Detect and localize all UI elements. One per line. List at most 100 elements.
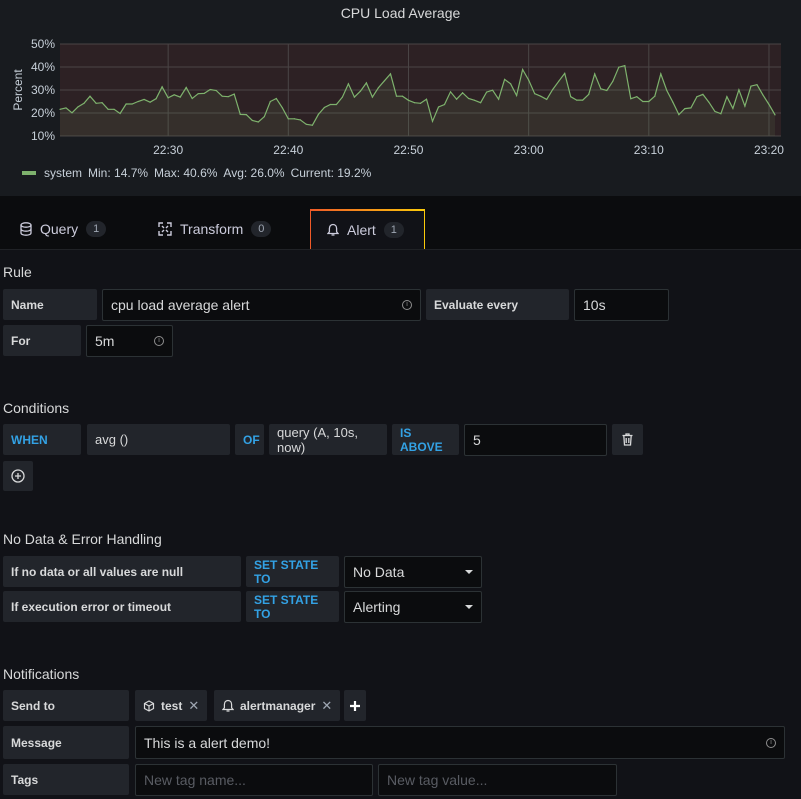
tab-count-badge: 0 [251,221,272,237]
legend-series-name[interactable]: system [44,166,83,180]
x-tick-label: 22:30 [153,143,183,157]
exec-error-label: If execution error or timeout [3,591,241,622]
data-point [726,96,728,98]
info-icon[interactable]: i [154,336,164,346]
data-point [485,91,488,93]
remove-icon[interactable]: ✕ [188,697,200,713]
legend-max: Max: 40.6% [154,166,218,180]
data-point [131,103,133,105]
rule-name-input[interactable]: cpu load average alert i [102,289,421,321]
y-tick-label: 10% [31,129,55,143]
data-point [732,107,734,109]
y-axis-label: Percent [11,69,25,111]
bell-icon [327,223,339,236]
notifications-heading: Notifications [3,666,80,682]
data-point [197,93,199,95]
legend-avg: Avg: 26.0% [223,166,285,180]
data-point [287,118,289,120]
data-point [149,101,151,103]
data-point [233,93,235,95]
no-data-label: If no data or all values are null [3,556,241,587]
caret-down-icon [465,605,473,609]
info-icon[interactable]: i [402,300,412,310]
delete-condition-button[interactable] [612,424,643,455]
channel-chip-alertmanager[interactable]: alertmanager ✕ [214,690,341,721]
data-point [576,99,578,101]
for-input[interactable]: 5m i [86,325,173,357]
data-point [540,95,542,97]
remove-icon[interactable]: ✕ [321,697,333,713]
data-point [660,73,662,75]
data-point [359,90,362,92]
data-point [173,94,175,96]
legend-swatch[interactable] [22,171,36,175]
series-line-system [59,64,776,126]
message-value: This is a alert demo! [144,734,271,751]
tag-value-placeholder: New tag value... [387,772,488,788]
tab-alert[interactable]: Alert 1 [310,209,425,249]
channel-name: test [161,698,183,713]
rule-heading: Rule [3,264,32,280]
data-point [504,78,506,81]
data-point [690,107,692,109]
channel-chip-test[interactable]: test ✕ [135,690,208,721]
data-point [305,123,307,125]
data-point [395,95,398,97]
data-point [95,102,97,104]
y-tick-label: 20% [31,106,55,120]
info-icon[interactable]: i [766,737,776,748]
query-select[interactable]: query (A, 10s, now) [269,424,387,455]
data-point [522,68,524,71]
data-point [630,98,632,100]
evaluate-every-value: 10s [583,297,606,313]
tab-label: Transform [180,221,244,237]
exec-error-state-select[interactable]: Alerting [344,591,482,623]
data-point [227,96,229,98]
add-condition-button[interactable] [3,461,33,491]
data-point [407,99,410,101]
cpu-load-chart: 10% 20% 30% 40% 50% 22:30 22:40 22:50 23:00 23:10… [11,37,784,157]
threshold-input[interactable]: 5 [464,424,607,456]
data-point [702,93,704,95]
tag-value-input[interactable]: New tag value... [378,764,617,796]
data-point [467,97,470,100]
reducer-select[interactable]: avg () [87,424,230,455]
message-textarea[interactable]: This is a alert demo! i [135,726,785,759]
add-channel-button[interactable] [344,690,366,721]
data-point [443,103,446,106]
y-tick-label: 30% [31,83,55,97]
data-point [570,96,572,98]
channel-name: alertmanager [240,698,316,713]
evaluator-select[interactable]: IS ABOVE [392,424,459,455]
tab-transform[interactable]: Transform 0 [142,209,287,249]
data-point [437,106,440,108]
name-label: Name [3,289,97,320]
x-tick-label: 23:10 [634,143,664,157]
tab-query[interactable]: Query 1 [4,209,122,249]
data-point [473,99,476,101]
data-point [239,113,241,115]
threshold-value: 5 [473,432,481,448]
data-point [714,110,716,112]
tag-name-input[interactable]: New tag name... [135,764,373,796]
data-point [594,73,596,75]
data-point [59,108,61,110]
data-point [143,98,145,101]
x-tick-label: 22:40 [273,143,303,157]
data-point [678,114,680,116]
tab-label: Alert [347,222,376,238]
data-point [696,96,698,98]
data-point [263,116,265,118]
data-point [534,93,536,95]
no-data-state-select[interactable]: No Data [344,556,482,588]
x-tick-label: 23:20 [754,143,784,157]
evaluate-every-input[interactable]: 10s [574,289,669,321]
data-point [107,108,109,110]
conditions-heading: Conditions [3,400,70,416]
data-point [119,112,121,115]
data-point [347,83,349,85]
data-point [125,103,127,105]
data-point [449,91,452,93]
panel-title[interactable]: CPU Load Average [340,5,461,21]
for-value: 5m [95,333,115,349]
